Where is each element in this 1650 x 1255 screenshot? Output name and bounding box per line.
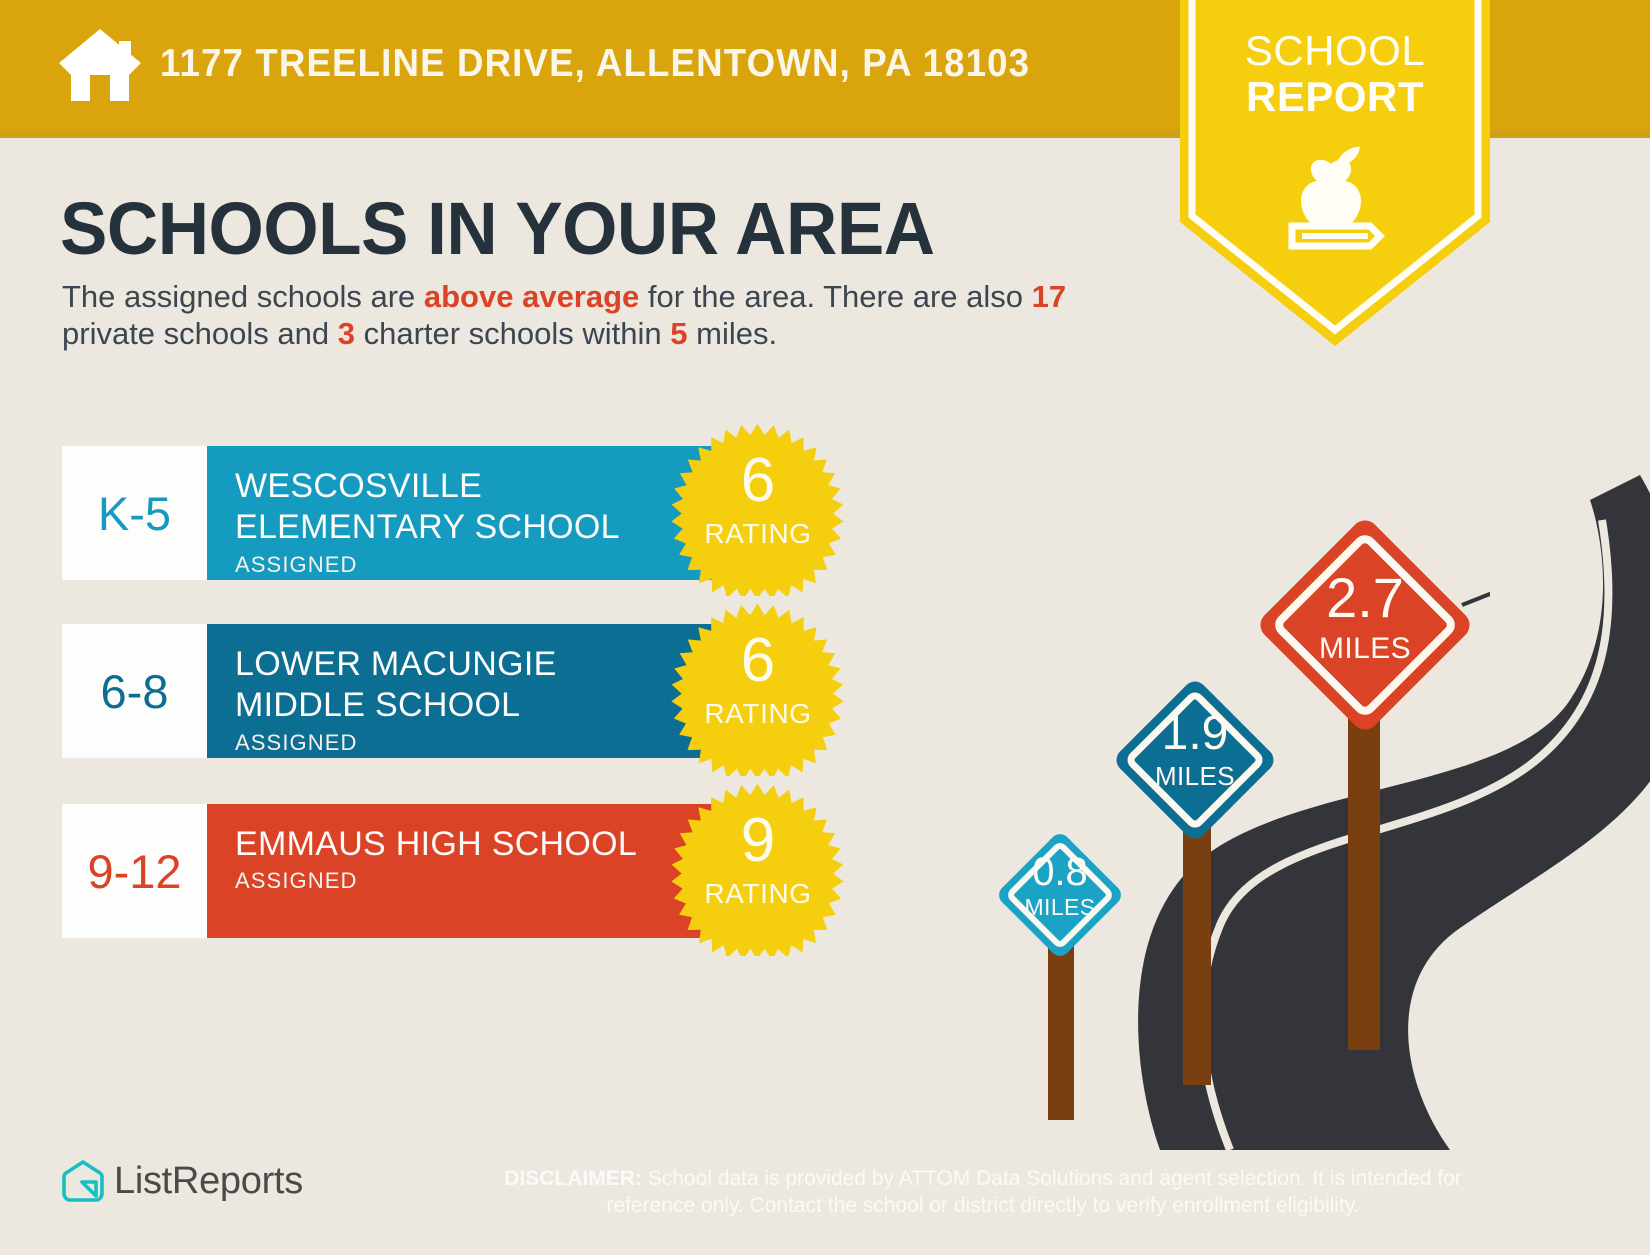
badge-line-2: REPORT — [1245, 73, 1424, 120]
subtitle-highlight-radius: 5 — [670, 316, 688, 351]
disclaimer-label: DISCLAIMER: — [504, 1167, 642, 1190]
disclaimer-text: DISCLAIMER: School data is provided by A… — [458, 1165, 1508, 1219]
subtitle-part-2: for the area. There are also — [639, 279, 1032, 314]
badge-line-1: SCHOOL — [1244, 27, 1426, 74]
school-name-line-1: LOWER MACUNGIE — [235, 645, 557, 683]
school-report-badge: SCHOOL REPORT — [1180, 0, 1490, 346]
school-name: EMMAUS HIGH SCHOOL — [235, 824, 637, 865]
sign-distance-unit: MILES — [1154, 761, 1236, 791]
grade-range-label: K-5 — [97, 486, 172, 540]
starburst-shape — [671, 423, 844, 596]
rating-starburst: 6 RATING — [670, 420, 846, 596]
subtitle-part-4: charter schools within — [354, 316, 671, 351]
grade-range-box: K-5 — [62, 446, 207, 580]
school-name-line-2: ELEMENTARY SCHOOL — [235, 508, 620, 546]
listreports-logo-text: ListReports — [114, 1159, 303, 1202]
rating-value: 6 — [740, 446, 776, 515]
sign-distance-unit: MILES — [1024, 894, 1096, 920]
badge-title: SCHOOL REPORT — [1180, 28, 1490, 120]
school-name-line-2: MIDDLE SCHOOL — [235, 686, 521, 724]
sign-distance-value: 0.8 — [1032, 850, 1088, 894]
road-shape — [1138, 475, 1650, 1150]
rating-label: RATING — [704, 518, 812, 549]
grade-range-label: 6-8 — [100, 664, 169, 718]
sign-distance-unit: MILES — [1318, 632, 1412, 665]
home-icon — [59, 29, 141, 101]
sign-post — [1348, 705, 1380, 1050]
distance-sign: 0.8 MILES — [985, 820, 1135, 1120]
subtitle-highlight-private-count: 17 — [1031, 279, 1067, 314]
subtitle-part-3: private schools and — [62, 316, 338, 351]
rating-starburst: 6 RATING — [670, 600, 846, 776]
sign-post — [1048, 930, 1074, 1120]
distance-sign: 1.9 MILES — [1100, 665, 1290, 1085]
listreports-house-icon — [62, 1160, 104, 1202]
listreports-logo[interactable]: ListReports — [62, 1155, 303, 1207]
subtitle-highlight-average: above average — [423, 279, 640, 314]
subtitle-part-1: The assigned schools are — [62, 279, 424, 314]
disclaimer-body: School data is provided by ATTOM Data So… — [606, 1167, 1462, 1217]
starburst-shape — [671, 603, 844, 776]
header-bottom-rule — [0, 130, 1650, 138]
school-status-label: ASSIGNED — [235, 868, 358, 893]
subtitle-highlight-charter-count: 3 — [337, 316, 355, 351]
rating-label: RATING — [704, 698, 812, 729]
rating-value: 6 — [740, 626, 776, 695]
subtitle-part-5: miles. — [687, 316, 778, 351]
sign-distance-value: 2.7 — [1326, 566, 1404, 629]
school-name-line-1: WESCOSVILLE — [235, 467, 483, 505]
grade-range-box: 6-8 — [62, 624, 207, 758]
school-status-label: ASSIGNED — [235, 552, 358, 577]
school-status-label: ASSIGNED — [235, 730, 358, 755]
apple-on-books-icon — [1288, 146, 1385, 250]
grade-range-label: 9-12 — [87, 844, 182, 898]
rating-value: 9 — [740, 806, 776, 875]
page-title: SCHOOLS IN YOUR AREA — [60, 187, 935, 270]
grade-range-box: 9-12 — [62, 804, 207, 938]
starburst-shape — [671, 783, 844, 956]
distance-sign: 2.7 MILES — [1240, 500, 1490, 1060]
school-name: WESCOSVILLE ELEMENTARY SCHOOL — [235, 466, 620, 548]
school-name-line-1: EMMAUS HIGH SCHOOL — [235, 825, 638, 863]
sign-distance-value: 1.9 — [1161, 707, 1229, 760]
rating-starburst: 9 RATING — [670, 780, 846, 956]
rating-label: RATING — [704, 878, 812, 909]
sign-post — [1183, 815, 1211, 1085]
property-address: 1177 TREELINE DRIVE, ALLENTOWN, PA 18103 — [160, 42, 1031, 85]
page-subtitle: The assigned schools are above average f… — [62, 278, 1092, 352]
school-name: LOWER MACUNGIE MIDDLE SCHOOL — [235, 644, 557, 726]
